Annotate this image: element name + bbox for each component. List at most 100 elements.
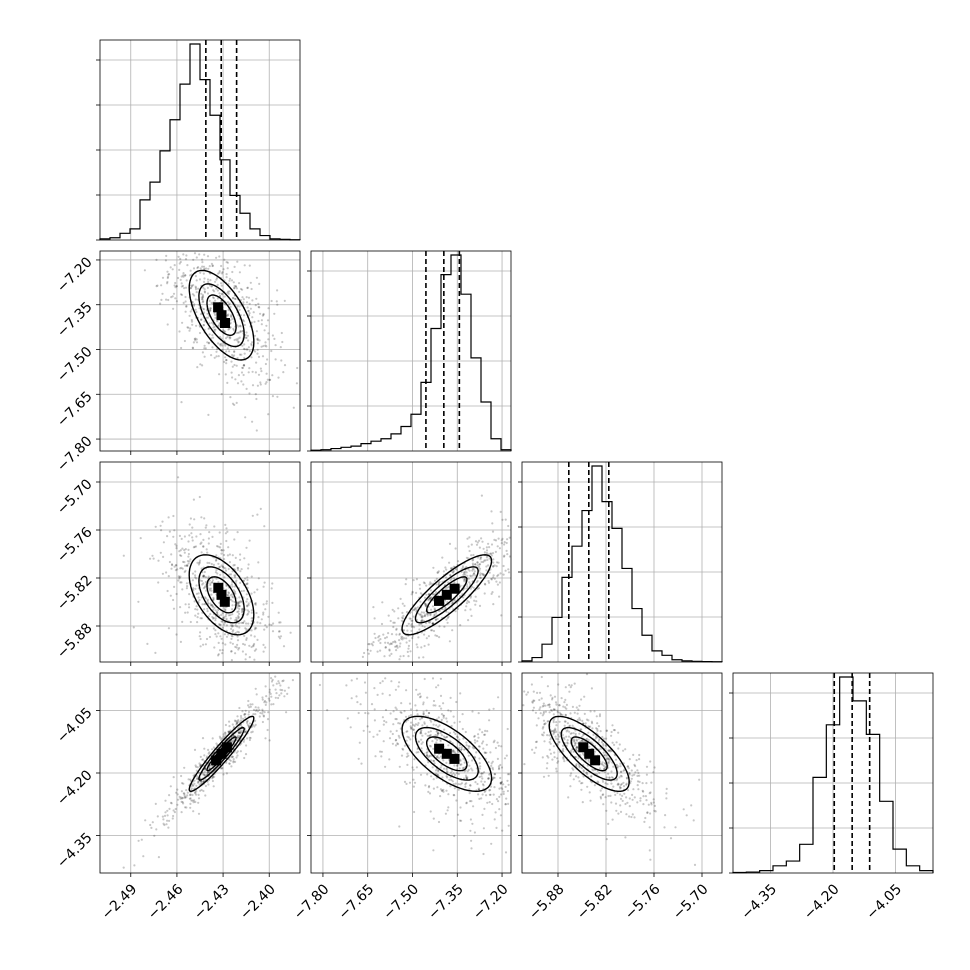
scatter-point bbox=[241, 344, 244, 347]
scatter-point bbox=[171, 268, 174, 271]
scatter-point bbox=[472, 805, 475, 808]
scatter-point bbox=[631, 813, 634, 816]
scatter-point bbox=[416, 713, 419, 716]
scatter-point bbox=[231, 595, 234, 598]
scatter-point bbox=[220, 549, 223, 552]
scatter-point bbox=[226, 530, 229, 533]
scatter-point bbox=[239, 714, 243, 718]
scatter-point bbox=[478, 745, 481, 748]
scatter-point bbox=[254, 602, 257, 605]
scatter-point bbox=[377, 636, 380, 639]
scatter-point bbox=[224, 532, 227, 535]
scatter-point bbox=[236, 566, 239, 570]
scatter-point bbox=[249, 705, 252, 708]
scatter-point bbox=[212, 297, 215, 300]
scatter-point bbox=[183, 549, 186, 552]
scatter-point bbox=[222, 617, 225, 620]
scatter-point bbox=[168, 273, 171, 276]
scatter-point bbox=[220, 264, 223, 268]
scatter-point bbox=[431, 593, 434, 596]
scatter-point bbox=[415, 766, 418, 769]
scatter-point bbox=[461, 565, 465, 568]
scatter-point bbox=[619, 774, 623, 777]
scatter-point bbox=[428, 754, 432, 757]
scatter-point bbox=[637, 788, 640, 791]
scatter-point bbox=[418, 583, 421, 586]
scatter-point bbox=[546, 734, 549, 737]
scatter-point bbox=[486, 730, 489, 733]
scatter-point bbox=[357, 757, 360, 760]
scatter-point bbox=[240, 568, 243, 571]
scatter-point bbox=[454, 610, 457, 613]
scatter-point bbox=[469, 608, 472, 611]
scatter-point bbox=[610, 734, 613, 737]
scatter-point bbox=[613, 729, 617, 732]
scatter-point bbox=[374, 755, 377, 758]
scatter-point bbox=[498, 595, 501, 598]
scatter-point bbox=[498, 547, 501, 550]
scatter-point bbox=[445, 717, 448, 720]
scatter-point bbox=[211, 603, 214, 607]
scatter-point bbox=[435, 741, 438, 744]
scatter-point bbox=[422, 710, 425, 714]
scatter-point bbox=[209, 583, 212, 587]
scatter-point bbox=[260, 345, 263, 348]
scatter-point bbox=[210, 301, 213, 304]
scatter-point bbox=[554, 727, 557, 730]
scatter-point bbox=[427, 598, 430, 601]
scatter-point bbox=[562, 747, 565, 751]
scatter-point bbox=[137, 600, 140, 603]
scatter-point bbox=[224, 344, 227, 347]
scatter-point bbox=[189, 274, 192, 277]
scatter-point bbox=[207, 783, 210, 786]
scatter-point bbox=[398, 825, 401, 828]
scatter-point bbox=[467, 545, 470, 548]
scatter-point bbox=[237, 341, 240, 344]
scatter-point bbox=[171, 295, 174, 298]
scatter-point bbox=[267, 332, 270, 335]
scatter-point bbox=[159, 524, 162, 527]
scatter-point bbox=[358, 741, 361, 744]
scatter-point bbox=[199, 271, 202, 274]
scatter-point bbox=[238, 607, 241, 611]
scatter-point bbox=[183, 551, 186, 554]
scatter-point bbox=[561, 749, 564, 752]
scatter-point bbox=[504, 518, 507, 521]
scatter-point bbox=[244, 709, 247, 712]
scatter-point bbox=[162, 822, 165, 825]
scatter-point bbox=[178, 577, 181, 580]
scatter-point bbox=[482, 740, 485, 743]
scatter-point bbox=[205, 548, 208, 551]
scatter-point bbox=[189, 793, 192, 796]
scatter-point bbox=[231, 630, 234, 633]
scatter-point bbox=[166, 282, 169, 285]
scatter-point bbox=[166, 589, 169, 593]
scatter-point bbox=[246, 722, 249, 725]
scatter-point bbox=[426, 734, 429, 737]
scatter-point bbox=[413, 608, 416, 611]
scatter-point bbox=[464, 573, 467, 576]
scatter-point bbox=[483, 733, 487, 736]
scatter-point bbox=[233, 350, 236, 354]
scatter-point bbox=[215, 554, 218, 557]
scatter-point bbox=[596, 729, 599, 732]
scatter-point bbox=[215, 569, 218, 572]
scatter-point bbox=[193, 303, 196, 306]
scatter-point bbox=[221, 620, 224, 623]
scatter-point bbox=[472, 586, 475, 589]
contour-middle bbox=[560, 726, 618, 781]
scatter-point bbox=[600, 741, 604, 744]
scatter-points bbox=[122, 675, 294, 869]
scatter-point bbox=[405, 637, 408, 640]
scatter-point bbox=[231, 755, 234, 758]
scatter-point bbox=[230, 756, 233, 759]
scatter-point bbox=[211, 748, 214, 751]
scatter-point bbox=[261, 710, 264, 713]
scatter-point bbox=[201, 758, 204, 761]
scatter-point bbox=[207, 537, 210, 540]
scatter-point bbox=[180, 811, 183, 814]
scatter-point bbox=[412, 728, 415, 732]
scatter-point bbox=[485, 546, 488, 549]
scatter-point bbox=[557, 683, 560, 686]
scatter-point bbox=[259, 507, 262, 510]
